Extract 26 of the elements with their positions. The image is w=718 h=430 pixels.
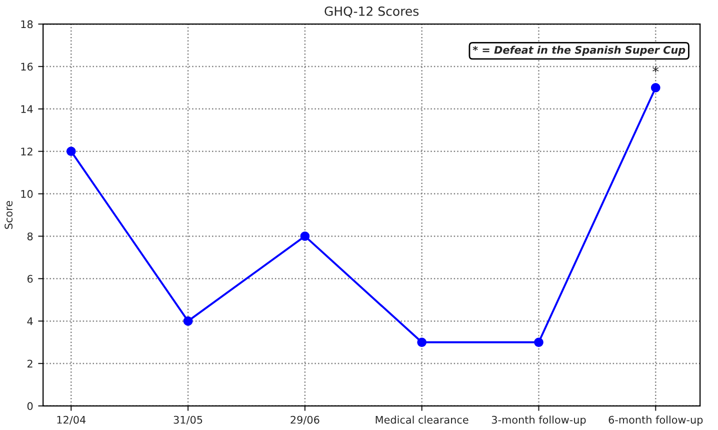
point <box>300 232 310 241</box>
x-tick-label: 6-month follow-up <box>608 416 703 426</box>
y-tick-label: 0 <box>27 402 33 410</box>
y-tick-label: 6 <box>27 274 33 283</box>
y-tick-label: 10 <box>21 190 33 198</box>
annotation: * <box>652 66 659 73</box>
y-tick-label: 18 <box>21 20 33 28</box>
x-tick-label: Medical clearance <box>376 416 468 424</box>
y-axis-title: Score <box>4 200 13 229</box>
x-tick-label: 3-month follow-up <box>492 416 586 426</box>
point <box>534 338 544 347</box>
point <box>417 338 427 347</box>
point <box>66 146 76 156</box>
x-tick-label: 29/06 <box>290 416 320 425</box>
y-tick-label: 8 <box>27 232 33 240</box>
point <box>650 83 660 92</box>
y-tick-label: 14 <box>21 105 33 113</box>
point <box>183 316 193 326</box>
annotation: * = Defeat in the Spanish Super Cup <box>472 46 686 56</box>
y-tick-label: 2 <box>27 360 32 368</box>
x-tick-label: 12/04 <box>57 416 86 425</box>
y-tick-label: 12 <box>21 148 32 156</box>
y-tick-label: 16 <box>21 62 33 71</box>
y-tick-label: 4 <box>27 317 33 326</box>
x-tick-label: 31/05 <box>174 416 202 425</box>
chart-title: GHQ-12 Scores <box>324 6 419 18</box>
